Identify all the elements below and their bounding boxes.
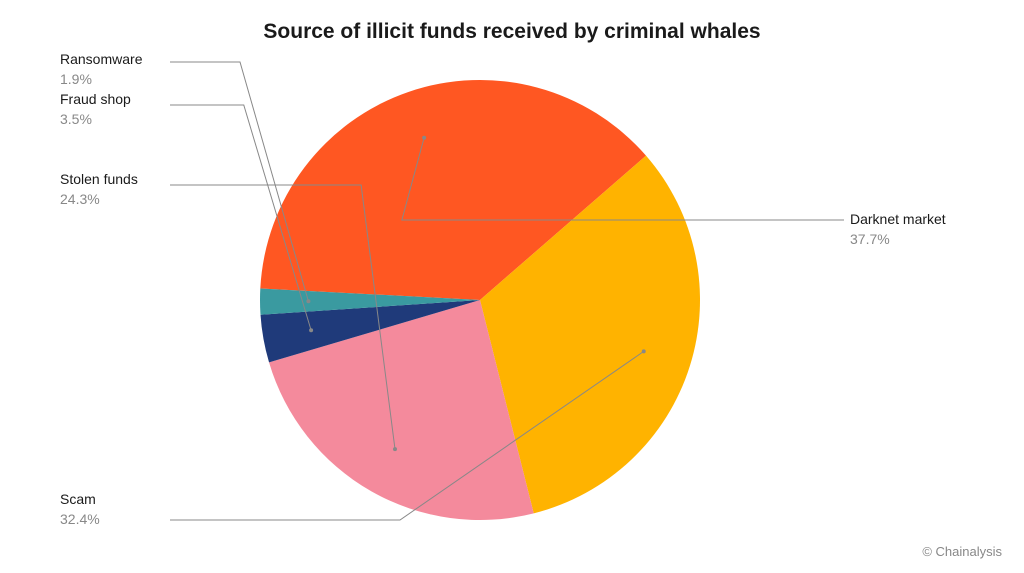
slice-label-name: Scam	[60, 490, 100, 510]
slice-label-pct: 3.5%	[60, 110, 131, 130]
slice-label-name: Ransomware	[60, 50, 142, 70]
slice-label: Ransomware1.9%	[60, 50, 142, 89]
slice-label: Fraud shop3.5%	[60, 90, 131, 129]
slice-label: Stolen funds24.3%	[60, 170, 138, 209]
slice-label-name: Stolen funds	[60, 170, 138, 190]
slice-label-name: Fraud shop	[60, 90, 131, 110]
slice-label-pct: 1.9%	[60, 70, 142, 90]
labels-layer: Darknet market37.7% Scam32.4% Stolen funds…	[0, 0, 1024, 573]
attribution: © Chainalysis	[922, 544, 1002, 559]
slice-label-name: Darknet market	[850, 210, 946, 230]
slice-label-pct: 37.7%	[850, 230, 946, 250]
slice-label-pct: 24.3%	[60, 190, 138, 210]
chart-container: Source of illicit funds received by crim…	[0, 0, 1024, 573]
slice-label: Darknet market37.7%	[850, 210, 946, 249]
slice-label-pct: 32.4%	[60, 510, 100, 530]
slice-label: Scam32.4%	[60, 490, 100, 529]
